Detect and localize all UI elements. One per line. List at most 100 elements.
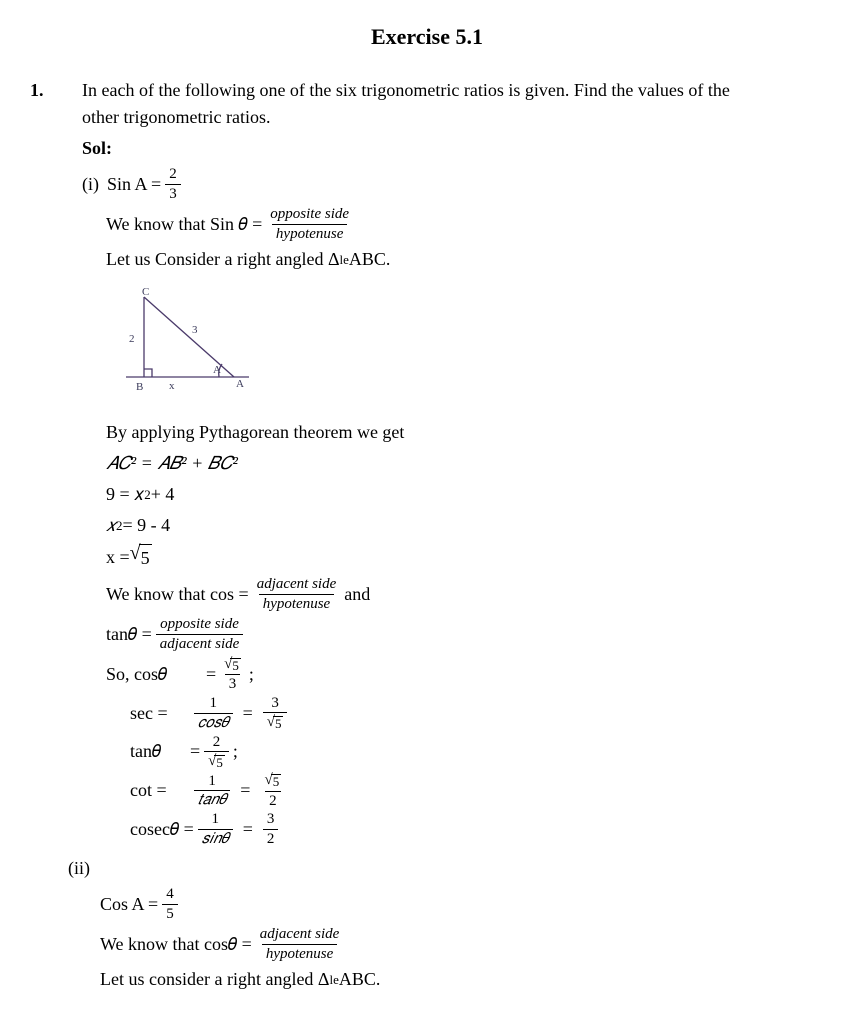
tan2-lhs: tan𝜃 [130,738,190,765]
question-body: In each of the following one of the six … [82,77,824,849]
sinA-num: 2 [165,166,181,184]
and-text: and [344,581,370,608]
cosec-val-num: 3 [263,811,279,829]
sin-def: We know that Sin 𝜃 = opposite side hypot… [82,206,824,242]
vertex-c: C [142,287,149,298]
angle-a: A [213,364,221,376]
cot-over-tan: 𝑡𝑎𝑛𝜃 [194,790,230,809]
consider-sup-ii: le [330,970,339,990]
eq4-a: x = [106,544,130,571]
cosec-frac1: 1 𝑠𝑖𝑛𝜃 [198,811,233,847]
cot-frac2: √5 2 [260,772,285,809]
eq4: x = √5 [82,543,824,572]
semi-1: ; [249,661,254,688]
know-cos: We know that cos = [106,581,249,608]
cosA-den: 5 [162,904,178,923]
sec-frac1: 1 𝑐𝑜𝑠𝜃 [194,695,233,731]
cot-row: cot = 1 𝑡𝑎𝑛𝜃 = √5 2 [82,772,824,809]
exercise-title: Exercise 5.1 [30,20,824,53]
consider-sup: le [340,250,349,270]
part-ii-body: Cos A = 4 5 We know that cos𝜃 = adjacent… [30,886,824,993]
cot-val-num: 5 [271,774,282,789]
cos-adj-ii: adjacent side [256,926,344,944]
know-cos-ii: We know that cos𝜃 = [100,931,252,958]
cos-hyp: hypotenuse [259,594,334,613]
cot-one: 1 [204,773,220,791]
eq2-a: 9 = 𝑥 [106,481,144,508]
tan-val-num: 2 [209,734,225,752]
tan-val-row: tan𝜃 = 2 √5 ; [82,734,824,771]
cos-val-frac: √5 3 [220,656,245,693]
sinA-frac: 2 3 [165,166,181,202]
eq-sym-1: = [206,661,216,688]
cosA-num: 4 [162,886,178,904]
vertex-a: A [236,378,244,390]
question-text-line1: In each of the following one of the six … [82,77,824,104]
part-i-header: (i) Sin A = 2 3 [82,166,824,202]
consider-line: Let us Consider a right angled Δle ABC. [82,246,824,273]
cos-val-den: 3 [225,674,241,693]
cot-frac1: 1 𝑡𝑎𝑛𝜃 [194,773,230,809]
sec-frac2: 3 √5 [263,695,288,732]
sin-opp: opposite side [266,206,353,224]
sec-one: 1 [206,695,222,713]
sin-def-frac: opposite side hypotenuse [266,206,353,242]
eq4-root: 5 [139,544,152,572]
tan-adj: adjacent side [156,634,244,653]
sol-label: Sol: [82,135,824,162]
cos-def-line: We know that cos = adjacent side hypoten… [82,576,824,612]
cos-hyp-ii: hypotenuse [262,944,337,963]
side-2: 2 [129,333,135,345]
cosec-frac2: 3 2 [263,811,279,847]
side-x: x [169,380,175,392]
part-ii-label: (ii) [30,855,824,882]
question-number: 1. [30,77,54,104]
cosA-frac: 4 5 [162,886,178,922]
question-text-line2: other trigonometric ratios. [82,104,824,131]
cos-def-frac-ii: adjacent side hypotenuse [256,926,344,962]
consider-text: Let us Consider a right angled Δ [106,246,340,273]
tan-val-frac: 2 √5 [204,734,229,771]
eq-sym-2: = [237,700,259,727]
tan-def-frac: opposite side adjacent side [156,616,244,652]
cot-lhs: cot = [130,777,190,804]
consider-line-ii: Let us consider a right angled Δle ABC. [100,966,824,993]
eq4-sqrt: √5 [130,543,152,572]
semi-2: ; [233,738,238,765]
pyth-line: By applying Pythagorean theorem we get [82,419,824,446]
tan-def-line: tan𝜃 = opposite side adjacent side [82,616,824,652]
cos-def-frac: adjacent side hypotenuse [253,576,341,612]
consider-end-ii: ABC. [339,966,381,993]
sin-hyp: hypotenuse [272,224,347,243]
cosA-lhs: Cos A = [100,891,158,918]
tan-opp: opposite side [156,616,243,634]
eq-sym-3: = [190,738,200,765]
eq2-b: + 4 [151,481,175,508]
cosec-one: 1 [207,811,223,829]
side-3: 3 [192,324,198,336]
cot-val-den: 2 [265,791,281,810]
vertex-b: B [136,381,143,393]
cosec-val-den: 2 [263,829,279,848]
cosA-line: Cos A = 4 5 [100,886,824,922]
consider-text-ii: Let us consider a right angled Δ [100,966,330,993]
part-i-label: (i) [82,171,99,198]
tan-val-den: 5 [214,755,225,770]
so-cos: So, cos𝜃 [106,661,206,688]
tan-lhs: tan𝜃 = [106,621,152,648]
eq3-b: = 9 - 4 [123,512,171,539]
cosec-row: cosec𝜃 = 1 𝑠𝑖𝑛𝜃 = 3 2 [82,811,824,847]
cos-def-line-ii: We know that cos𝜃 = adjacent side hypote… [100,926,824,962]
question-row: 1. In each of the following one of the s… [30,77,824,849]
eq-sym-5: = [237,816,259,843]
triangle-diagram: C 2 3 A B x A [114,287,824,405]
cos-val-num: 5 [230,658,241,673]
eq2: 9 = 𝑥2 + 4 [82,481,824,508]
cos-val-row: So, cos𝜃 = √5 3 ; [82,656,824,693]
cosec-over-sin: 𝑠𝑖𝑛𝜃 [198,829,233,848]
sec-row: sec = 1 𝑐𝑜𝑠𝜃 = 3 √5 [82,695,824,732]
cos-adj: adjacent side [253,576,341,594]
eq1: 𝐴𝐶² = 𝐴𝐵² + 𝐵𝐶² [82,450,824,477]
sec-lhs: sec = [130,700,190,727]
cosec-lhs: cosec𝜃 = [130,816,194,843]
